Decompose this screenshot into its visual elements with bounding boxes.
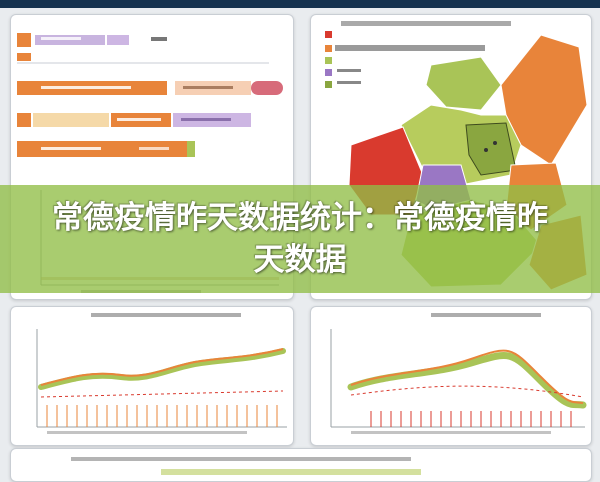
blurred-label xyxy=(151,37,167,41)
blurred-title xyxy=(431,313,541,317)
blurred-label xyxy=(183,86,233,89)
blurred-label xyxy=(337,81,361,84)
bottom-partial-panel xyxy=(10,448,592,482)
series-line xyxy=(40,348,284,386)
bar xyxy=(17,141,187,157)
legend-swatch xyxy=(325,31,332,38)
line-chart-graphic-left xyxy=(36,313,287,434)
row-marker xyxy=(17,53,31,61)
blurred-title xyxy=(91,313,241,317)
blurred-label xyxy=(139,147,169,150)
blurred-title xyxy=(341,21,511,26)
city-dot xyxy=(493,141,497,145)
city-dot xyxy=(484,148,488,152)
row-marker xyxy=(17,113,31,127)
bottom-panel-graphic xyxy=(71,457,421,475)
line-chart-graphic-right xyxy=(330,313,587,434)
top-header-bar xyxy=(0,0,600,8)
line-chart-panel-left xyxy=(10,306,294,446)
tick-marks xyxy=(370,411,572,427)
series-line xyxy=(350,349,584,404)
title-banner: 常德疫情昨天数据统计：常德疫情昨天数据 xyxy=(0,185,600,293)
bar xyxy=(251,81,283,95)
blurred-label xyxy=(181,118,231,121)
map-region xyxy=(465,122,517,176)
blurred-label xyxy=(337,69,361,72)
tick-marks xyxy=(46,405,278,427)
bar xyxy=(33,113,109,127)
bar xyxy=(187,141,195,157)
series-band xyxy=(38,348,286,390)
legend-swatch xyxy=(325,57,332,64)
bar xyxy=(107,35,129,45)
blurred-label xyxy=(117,118,161,121)
banner-title: 常德疫情昨天数据统计：常德疫情昨天数据 xyxy=(52,200,548,278)
series-line xyxy=(40,390,284,398)
line-chart-panel-right xyxy=(310,306,592,446)
blurred-label xyxy=(351,431,551,434)
blurred-label xyxy=(41,37,81,40)
blurred-label xyxy=(41,147,101,150)
blurred-title xyxy=(335,45,485,51)
series-band xyxy=(347,352,587,409)
legend-swatch xyxy=(325,69,332,76)
blurred-title xyxy=(71,457,411,461)
legend-swatch xyxy=(325,45,332,52)
row-marker xyxy=(17,33,31,47)
blurred-bar xyxy=(161,469,421,475)
blurred-label xyxy=(41,86,131,89)
legend-swatch xyxy=(325,81,332,88)
blurred-label xyxy=(47,431,247,434)
map-region xyxy=(425,56,502,111)
